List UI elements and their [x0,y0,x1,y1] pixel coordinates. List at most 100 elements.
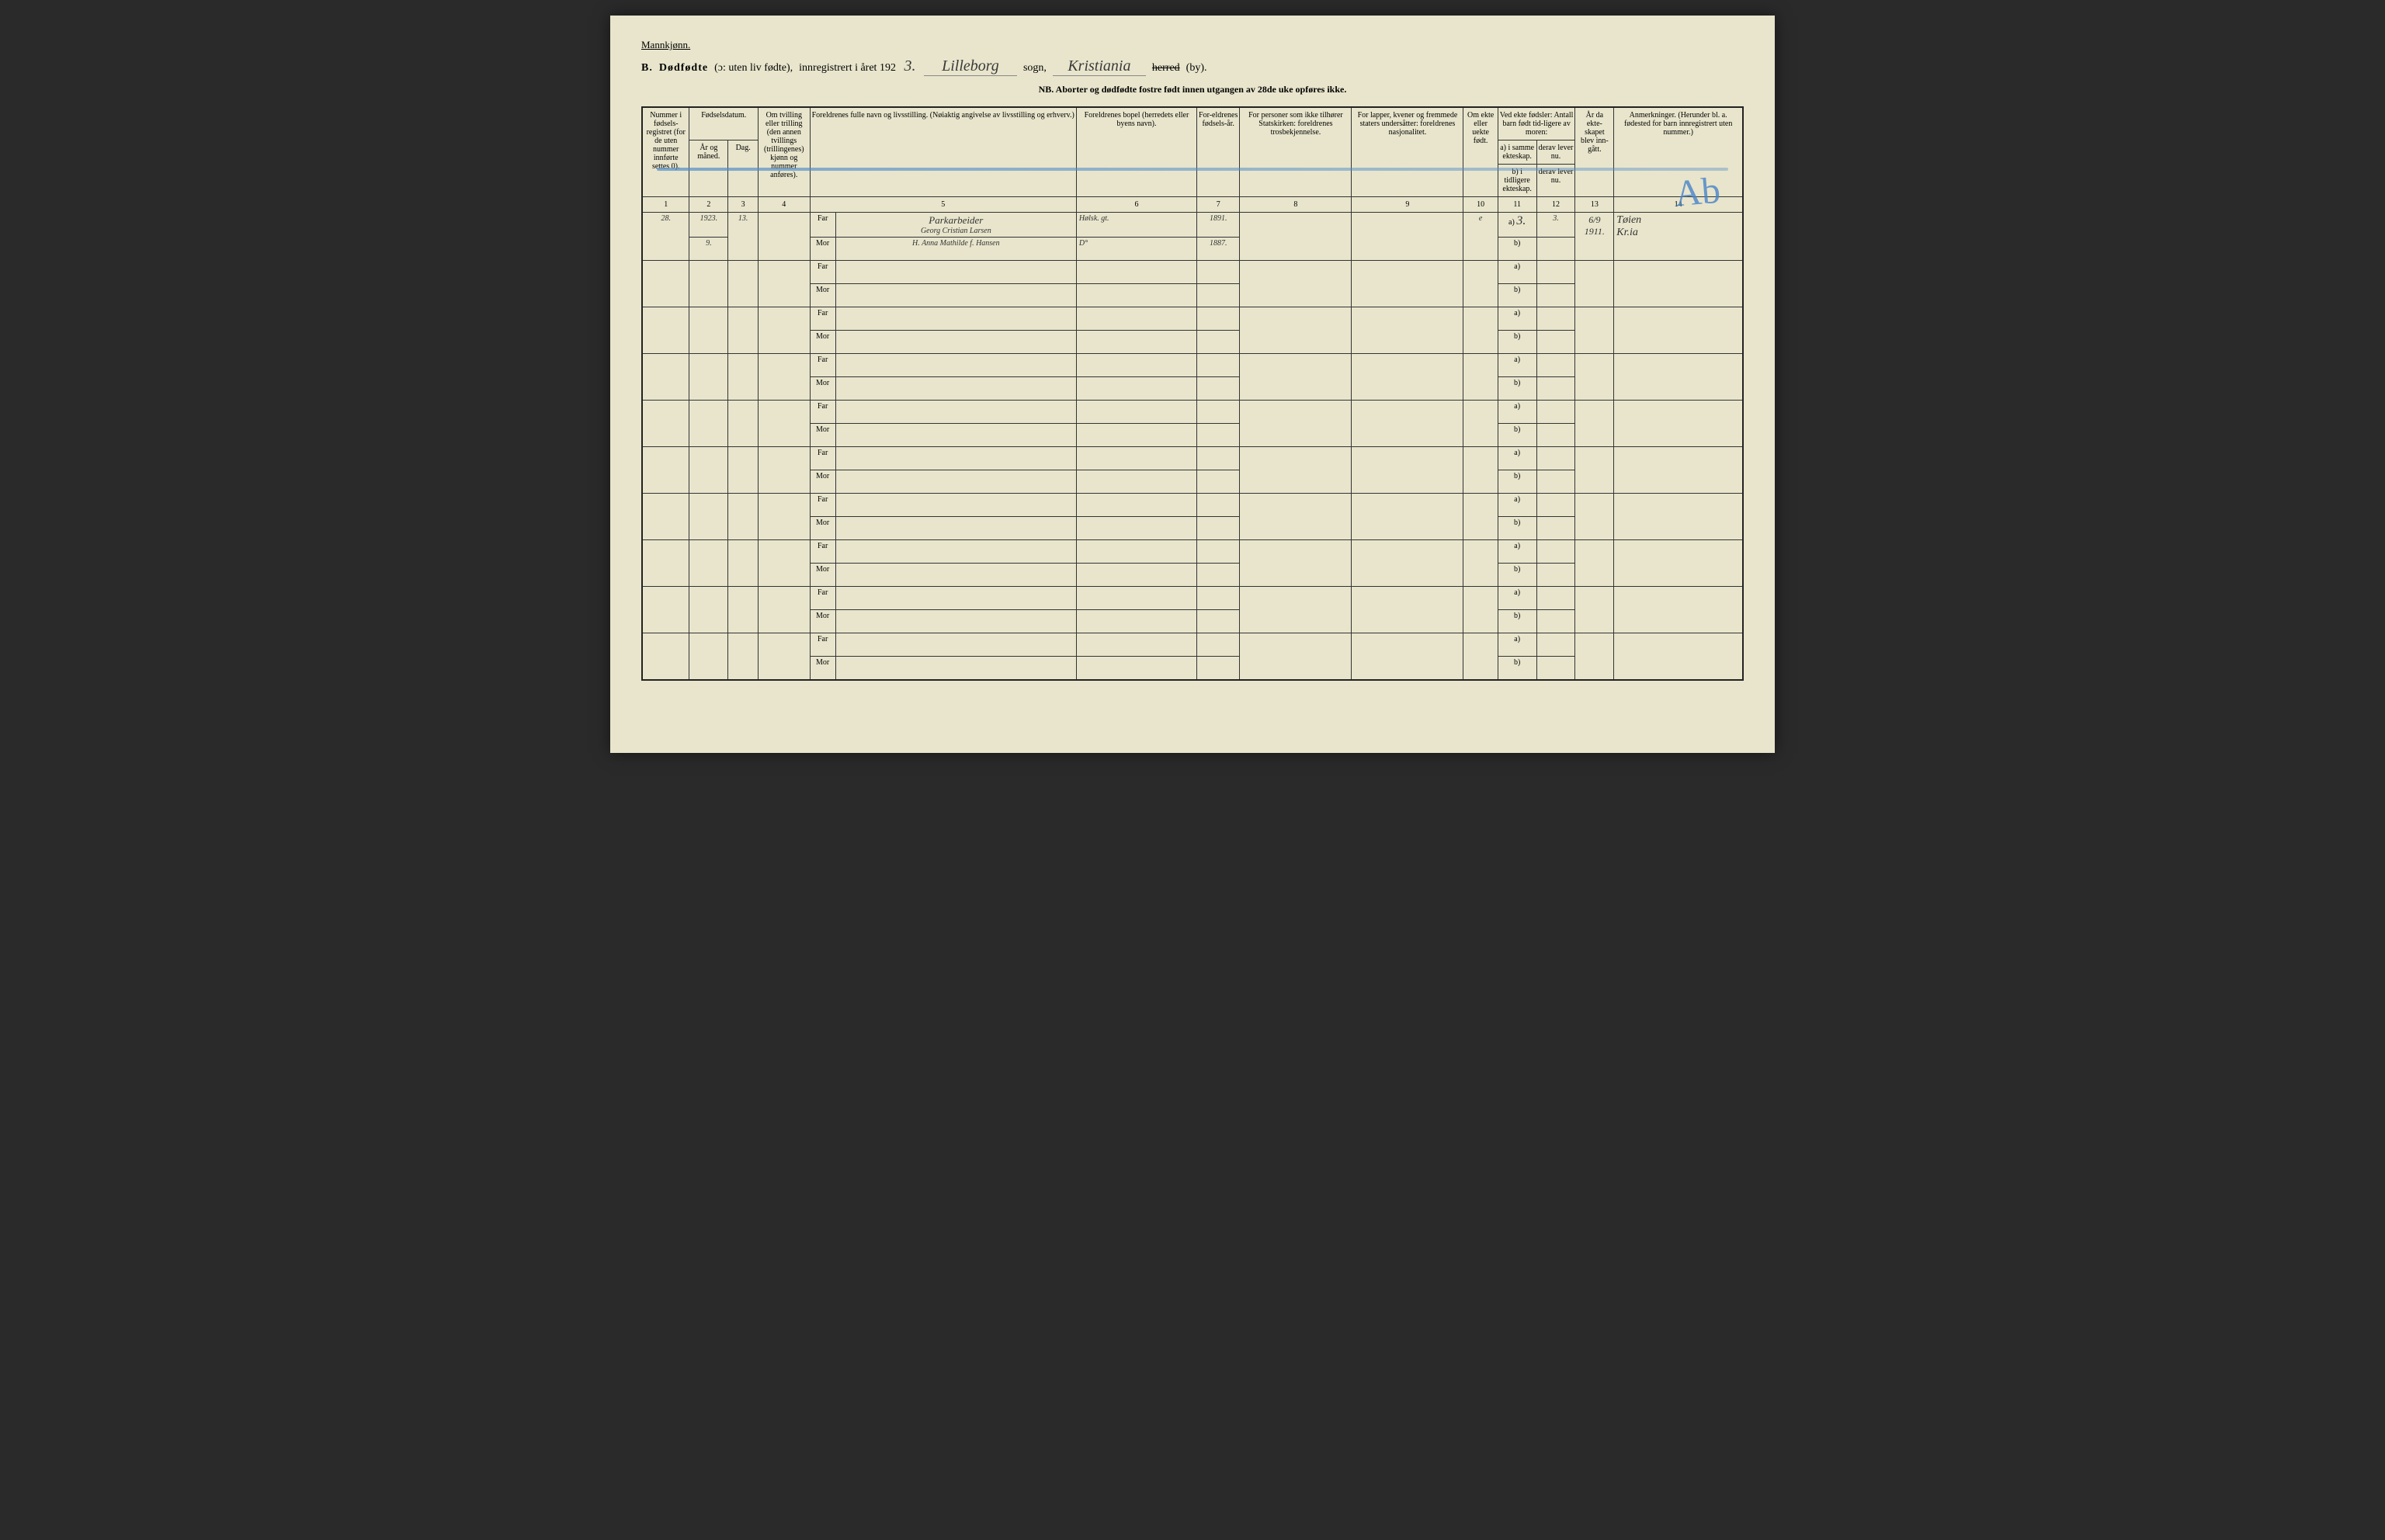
mor-label: Mor [810,517,835,540]
mor-label: Mor [810,424,835,447]
residence-father: Hølsk. gt. [1076,213,1196,238]
remarks: Tøien Kr.ia [1614,213,1743,261]
entry-row-far: 28. 1923. 13. Far Parkarbeider Georg Cri… [642,213,1743,238]
mor-label: Mor [810,238,835,261]
col8-header: For personer som ikke tilhører Statskirk… [1240,107,1352,197]
entry-faith [1240,213,1352,261]
col12a-header: derav lever nu. [1536,140,1575,165]
mor-label: Mor [810,564,835,587]
colnum-13: 13 [1575,197,1614,213]
empty-row: Fara) [642,447,1743,470]
empty-row: Far a) [642,261,1743,284]
column-number-row: 1 2 3 4 5 6 7 8 9 10 11 12 13 14 [642,197,1743,213]
far-label: Far [810,261,835,284]
a-label: a) [1498,401,1536,424]
marriage-year: 6/9 1911. [1575,213,1614,261]
far-label: Far [810,494,835,517]
father-name-text: Georg Cristian Larsen [921,227,991,235]
parish-name: Lilleborg [924,57,1017,76]
col2-group-header: Fødselsdatum. [689,107,759,140]
table-header: Nummer i fødsels-registret (for de uten … [642,107,1743,213]
b-label: b) [1498,331,1536,354]
empty-row: Far a) [642,307,1743,331]
remarks-2: Kr.ia [1616,227,1740,239]
register-page: Mannkjønn. B. Dødfødte (ɔ: uten liv født… [610,16,1775,753]
occupation: Parkarbeider [838,214,1074,227]
col1-header: Nummer i fødsels-registret (for de uten … [642,107,689,197]
colnum-12: 12 [1536,197,1575,213]
b-alive [1536,238,1575,261]
col5-header: Foreldrenes fulle navn og livsstilling. … [810,107,1076,197]
mother-name: H. Anna Mathilde f. Hansen [835,238,1076,261]
far-label: Far [810,633,835,657]
empty-row: Fara) [642,540,1743,564]
col2-header: År og måned. [689,140,728,197]
colnum-9: 9 [1352,197,1463,213]
far-label: Far [810,213,835,238]
col11b-header: b) i tidligere ekteskap. [1498,165,1536,197]
a-label: a) [1498,261,1536,284]
colnum-6: 6 [1076,197,1196,213]
entry-number: 28. [642,213,689,261]
mor-label: Mor [810,331,835,354]
entry-twin [759,213,810,261]
entry-year: 1923. [689,213,728,238]
empty-row: Far a) [642,633,1743,657]
b-label: b) [1498,610,1536,633]
father-birth: 1891. [1197,213,1240,238]
year-suffix: 3. [902,57,918,75]
col7-header: For-eldrenes fødsels-år. [1197,107,1240,197]
empty-row: Far a) [642,587,1743,610]
nb-line: NB. Aborter og dødfødte fostre født inne… [641,84,1744,95]
mor-label: Mor [810,610,835,633]
col10-header: Om ekte eller uekte født. [1463,107,1498,197]
empty-row: Fara) [642,494,1743,517]
a-label: a) [1498,354,1536,377]
colnum-7: 7 [1197,197,1240,213]
mor-label: Mor [810,657,835,680]
b-label: b) [1498,657,1536,680]
b-label: b) [1498,470,1536,494]
a-label: a) [1498,540,1536,564]
a-label: a) [1498,447,1536,470]
label-herred: herred [1152,62,1180,75]
col4-header: Om tvilling eller trilling (den annen tv… [759,107,810,197]
colnum-2: 2 [689,197,728,213]
a-label: a) [1498,633,1536,657]
entry-nationality [1352,213,1463,261]
a-label: a) [1498,587,1536,610]
col13-header: År da ekte-skapet blev inn-gått. [1575,107,1614,197]
empty-row: Fara) [642,401,1743,424]
district-name: Kristiania [1053,57,1146,76]
colnum-4: 4 [759,197,810,213]
col9-header: For lapper, kvener og fremmede staters u… [1352,107,1463,197]
a-label: a) [1498,307,1536,331]
colnum-1: 1 [642,197,689,213]
a-label: a) 3. [1498,213,1536,238]
table-body: 28. 1923. 13. Far Parkarbeider Georg Cri… [642,213,1743,680]
mor-label: Mor [810,284,835,307]
far-label: Far [810,354,835,377]
empty-row: Far a) [642,354,1743,377]
far-label: Far [810,307,835,331]
mother-birth: 1887. [1197,238,1240,261]
colnum-11: 11 [1498,197,1536,213]
col3-header: Dag. [728,140,759,197]
title-rest: innregistrert i året 192 [799,62,896,75]
section-letter: B. [641,62,653,75]
register-table: Nummer i fødsels-registret (for de uten … [641,106,1744,681]
mor-label: Mor [810,470,835,494]
colnum-10: 10 [1463,197,1498,213]
mor-label: Mor [810,377,835,401]
residence-mother: D° [1076,238,1196,261]
col11-group-header: Ved ekte fødsler: Antall barn født tid-l… [1498,107,1575,140]
colnum-3: 3 [728,197,759,213]
far-label: Far [810,587,835,610]
entry-day: 13. [728,213,759,261]
col11a-header: a) i samme ekteskap. [1498,140,1536,165]
entry-month: 9. [689,238,728,261]
title-line: B. Dødfødte (ɔ: uten liv fødte), innregi… [641,57,1744,76]
colnum-14: 14 [1614,197,1743,213]
b-label: b) [1498,377,1536,401]
label-sogn: sogn, [1023,62,1047,75]
